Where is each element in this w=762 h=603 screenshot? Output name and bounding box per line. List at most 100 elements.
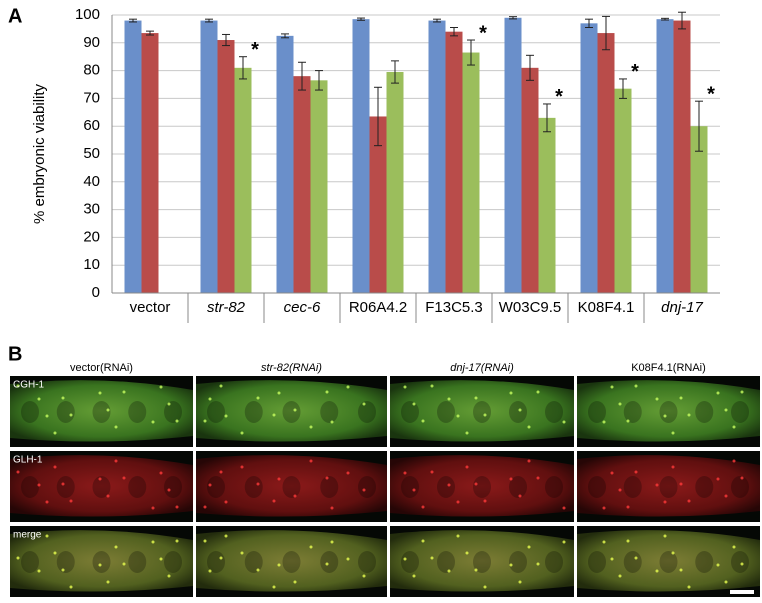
nucleus (56, 476, 75, 498)
nucleus (21, 401, 39, 423)
granule (362, 574, 366, 578)
granule (45, 534, 49, 538)
gonad (196, 530, 387, 592)
column-header: K08F4.1(RNAi) (631, 362, 706, 374)
nucleus (401, 401, 419, 423)
granule (732, 459, 736, 463)
granule (122, 390, 126, 394)
gonad (196, 380, 387, 442)
nucleus (659, 551, 678, 573)
nucleus (401, 476, 419, 498)
gonad (10, 530, 193, 592)
y-tick-label: 50 (83, 145, 100, 162)
granule (562, 506, 566, 510)
granule (518, 494, 522, 498)
nucleus (244, 401, 263, 423)
granule (106, 580, 110, 584)
granule (671, 465, 675, 469)
granule (61, 568, 65, 572)
bar (428, 20, 446, 294)
y-tick-label: 80 (83, 62, 100, 79)
granule (679, 396, 683, 400)
granule (167, 402, 171, 406)
bar (200, 20, 218, 294)
nucleus (509, 476, 527, 498)
nucleus (282, 476, 301, 498)
granule (527, 425, 531, 429)
granule (69, 585, 73, 589)
bar (538, 117, 556, 293)
granule (474, 482, 478, 486)
granule (634, 470, 638, 474)
bar (310, 80, 328, 293)
granule (53, 465, 57, 469)
y-tick-label: 70 (83, 89, 100, 106)
error-bar (298, 61, 306, 91)
granule (175, 419, 179, 423)
bar (141, 33, 159, 293)
panel-label: B (8, 343, 22, 365)
granule (509, 477, 513, 481)
error-bar (619, 78, 627, 99)
granule (98, 563, 102, 567)
granule (151, 420, 155, 424)
nucleus (358, 401, 376, 423)
granule (724, 580, 728, 584)
error-bar (543, 103, 551, 133)
error-bar (129, 18, 137, 23)
nucleus (545, 476, 563, 498)
granule (224, 500, 228, 504)
granule (732, 425, 736, 429)
bar (234, 67, 252, 293)
granule (272, 413, 276, 417)
granule (346, 385, 350, 389)
gonad (390, 530, 574, 592)
gonad (577, 380, 760, 442)
granule (610, 557, 614, 561)
granule (483, 413, 487, 417)
granule (618, 574, 622, 578)
nucleus (282, 551, 301, 573)
y-tick-label: 60 (83, 117, 100, 134)
bar (386, 71, 404, 294)
nucleus (731, 551, 749, 573)
granule (474, 568, 478, 572)
nucleus (437, 551, 455, 573)
y-tick-label: 0 (92, 284, 100, 301)
nucleus (509, 401, 527, 423)
bar (293, 76, 311, 293)
error-bar (239, 56, 247, 80)
granule (203, 419, 207, 423)
nucleus (207, 551, 225, 573)
granule (122, 476, 126, 480)
bar (504, 17, 522, 294)
granule (45, 414, 49, 418)
granule (724, 494, 728, 498)
granule (106, 494, 110, 498)
nucleus (731, 476, 749, 498)
bar (597, 33, 615, 293)
nucleus (244, 551, 263, 573)
granule (716, 477, 720, 481)
granule (224, 534, 228, 538)
granule (663, 534, 667, 538)
bar (521, 67, 539, 293)
nucleus (509, 551, 527, 573)
granule (16, 384, 20, 388)
granule (634, 384, 638, 388)
granule (536, 476, 540, 480)
granule (159, 557, 163, 561)
error-bar (695, 100, 703, 152)
gonad (390, 455, 574, 517)
gonad (196, 455, 387, 517)
nucleus (320, 476, 339, 498)
granule (421, 505, 425, 509)
nucleus (164, 476, 182, 498)
granule (256, 482, 260, 486)
granule (98, 477, 102, 481)
granule (53, 431, 57, 435)
granule (602, 540, 606, 544)
granule (663, 500, 667, 504)
granule (465, 465, 469, 469)
